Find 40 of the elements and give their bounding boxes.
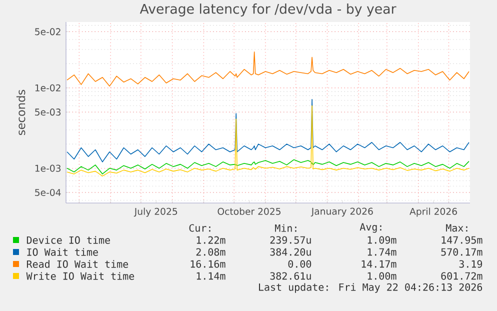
line-series (66, 159, 470, 174)
text: 147.95m (442, 236, 482, 244)
text: Cur: (189, 224, 210, 232)
y-tick-label: 1e-02 (35, 84, 60, 92)
y-tick-label: 1e-03 (35, 164, 61, 172)
legend-label: Write IO Wait time (26, 272, 134, 280)
text: Avg: (360, 223, 382, 233)
text: 3.19 (459, 260, 482, 268)
text: 2.08m (196, 248, 226, 256)
line-series (66, 52, 470, 87)
text: 1.22m (196, 236, 226, 244)
legend-label: Read IO Wait time (26, 260, 128, 268)
x-tick-label: July 2025 (134, 208, 178, 217)
text: 382.61u (270, 272, 311, 280)
text: 16.16m (190, 260, 226, 268)
x-tick-label: October 2025 (218, 208, 280, 215)
text: Max: (446, 224, 468, 232)
line-series (66, 105, 470, 176)
text: 14.17m (362, 260, 396, 268)
text: 0.00 (288, 260, 312, 268)
text: 1.00m (368, 272, 396, 280)
x-tick-label: April 2026 (410, 208, 457, 217)
legend-label: Device IO time (26, 236, 110, 244)
text: 239.57u (270, 236, 311, 244)
x-tick-label: January 2026 (310, 208, 373, 217)
text: Last update: Fri May 22 04:26:13 2026 (259, 283, 482, 293)
y-tick-label: 5e-04 (35, 188, 61, 196)
legend-label: IO Wait time (27, 248, 98, 256)
y-axis-title: seconds (16, 90, 26, 136)
chart-title: Average latency for /dev/vda - by year (140, 4, 396, 16)
text: Min: (275, 224, 296, 232)
y-tick-label: 5e-03 (35, 108, 61, 116)
line-series (66, 98, 470, 162)
text: 601.72m (441, 272, 482, 280)
y-tick-label: 5e-02 (35, 28, 60, 36)
text: 1.09m (368, 236, 396, 244)
text: 1.74m (368, 248, 396, 256)
text: 384.20u (270, 248, 311, 256)
text: 570.17m (441, 248, 482, 256)
text: 1.14m (196, 272, 226, 280)
